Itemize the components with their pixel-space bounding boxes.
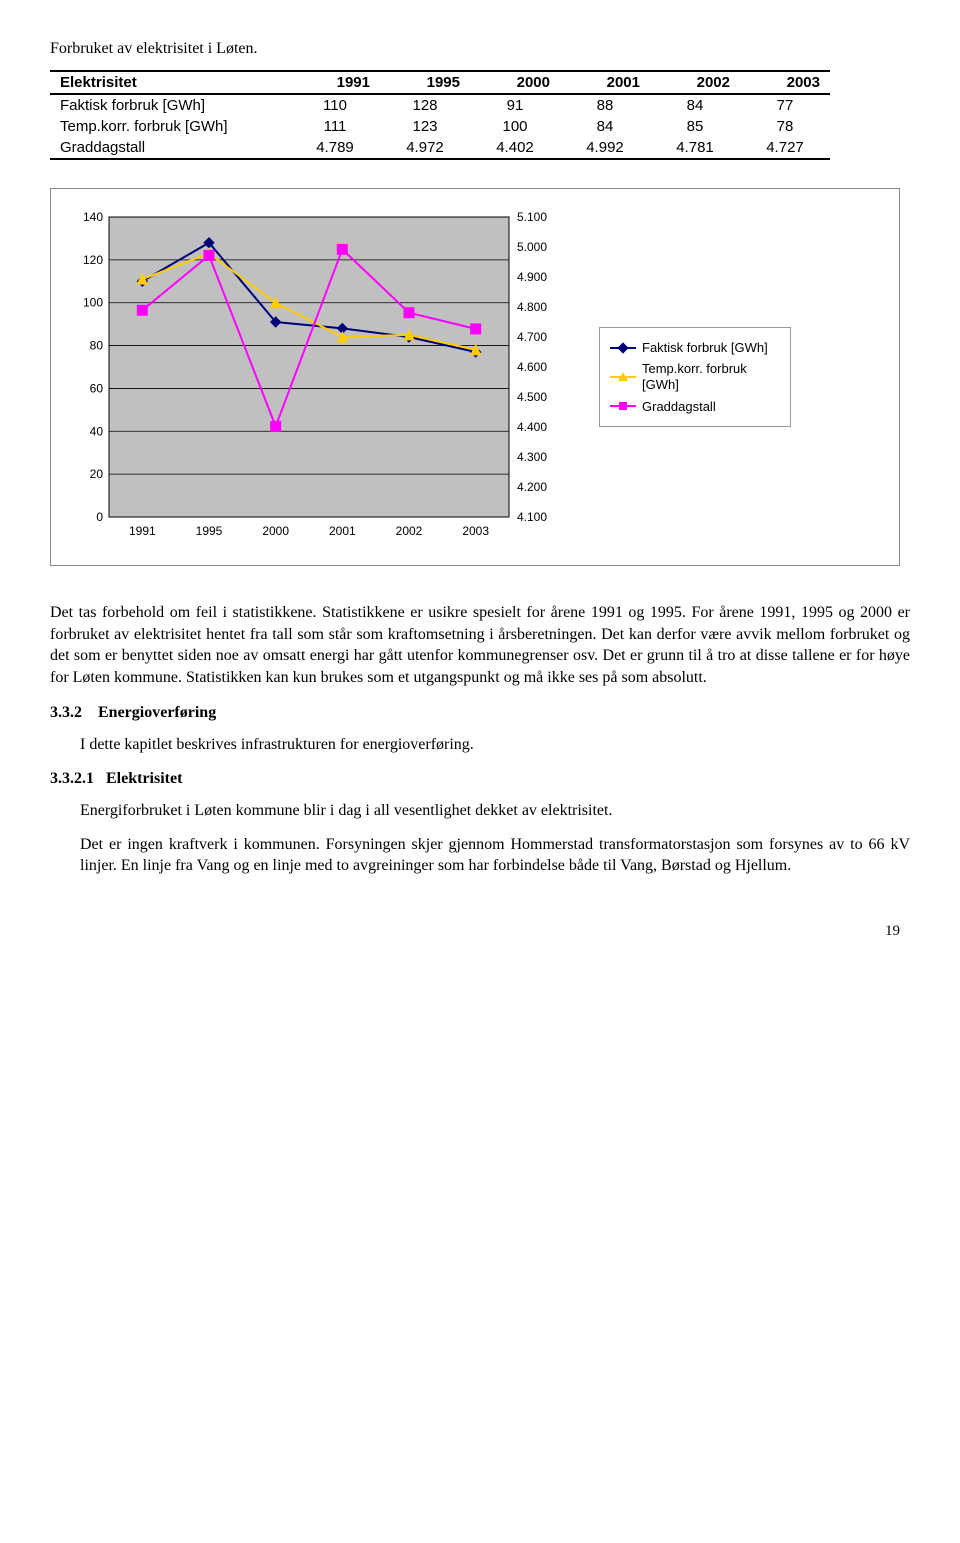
row-label: Faktisk forbruk [GWh] — [50, 94, 290, 116]
svg-text:4.900: 4.900 — [517, 270, 547, 284]
table-year: 2000 — [470, 71, 560, 94]
svg-text:1991: 1991 — [129, 524, 156, 538]
table-year: 1991 — [290, 71, 380, 94]
svg-text:2001: 2001 — [329, 524, 356, 538]
cell: 85 — [650, 116, 740, 137]
subsection-number: 3.3.2.1 — [50, 770, 94, 787]
subsection-heading: 3.3.2.1 Elektrisitet — [50, 770, 910, 788]
page-title: Forbruket av elektrisitet i Løten. — [50, 40, 910, 58]
table-year: 2001 — [560, 71, 650, 94]
svg-text:5.000: 5.000 — [517, 240, 547, 254]
section-title: Energioverføring — [98, 704, 216, 721]
legend-item: Graddagstall — [610, 399, 780, 415]
legend-item: Faktisk forbruk [GWh] — [610, 340, 780, 356]
legend-label: Graddagstall — [642, 399, 716, 415]
cell: 77 — [740, 94, 830, 116]
paragraph: Det er ingen kraftverk i kommunen. Forsy… — [50, 834, 910, 877]
svg-text:2002: 2002 — [396, 524, 423, 538]
svg-text:100: 100 — [83, 296, 103, 310]
cell: 123 — [380, 116, 470, 137]
table-header-label: Elektrisitet — [50, 71, 290, 94]
svg-text:5.100: 5.100 — [517, 210, 547, 224]
line-chart: 0 20 40 60 80 100 120 140 4.100 4.200 4.300 4.400 4.… — [65, 207, 585, 547]
cell: 4.727 — [740, 137, 830, 159]
svg-text:4.100: 4.100 — [517, 510, 547, 524]
page-number: 19 — [50, 923, 910, 940]
legend-label: Faktisk forbruk [GWh] — [642, 340, 768, 356]
paragraph: I dette kapitlet beskrives infrastruktur… — [50, 734, 910, 756]
svg-text:4.600: 4.600 — [517, 360, 547, 374]
table-row: Graddagstall 4.789 4.972 4.402 4.992 4.7… — [50, 137, 830, 159]
table-row: Faktisk forbruk [GWh] 110 128 91 88 84 7… — [50, 94, 830, 116]
table-year: 1995 — [380, 71, 470, 94]
diamond-icon — [610, 342, 636, 354]
svg-text:0: 0 — [96, 510, 103, 524]
legend-item: Temp.korr. forbruk [GWh] — [610, 361, 780, 392]
svg-text:4.400: 4.400 — [517, 420, 547, 434]
svg-text:2000: 2000 — [262, 524, 289, 538]
svg-text:4.700: 4.700 — [517, 330, 547, 344]
cell: 110 — [290, 94, 380, 116]
table-row: Temp.korr. forbruk [GWh] 111 123 100 84 … — [50, 116, 830, 137]
cell: 4.789 — [290, 137, 380, 159]
paragraph: Energiforbruket i Løten kommune blir i d… — [50, 800, 910, 822]
svg-text:20: 20 — [90, 467, 104, 481]
svg-text:4.800: 4.800 — [517, 300, 547, 314]
cell: 100 — [470, 116, 560, 137]
svg-text:2003: 2003 — [462, 524, 489, 538]
cell: 4.781 — [650, 137, 740, 159]
cell: 111 — [290, 116, 380, 137]
row-label: Temp.korr. forbruk [GWh] — [50, 116, 290, 137]
triangle-icon — [610, 371, 636, 383]
legend-label: Temp.korr. forbruk [GWh] — [642, 361, 780, 392]
chart-legend: Faktisk forbruk [GWh] Temp.korr. forbruk… — [599, 327, 791, 427]
cell: 84 — [560, 116, 650, 137]
svg-text:4.300: 4.300 — [517, 450, 547, 464]
svg-text:1995: 1995 — [196, 524, 223, 538]
svg-text:4.500: 4.500 — [517, 390, 547, 404]
svg-text:140: 140 — [83, 210, 103, 224]
cell: 4.992 — [560, 137, 650, 159]
svg-text:60: 60 — [90, 381, 104, 395]
cell: 91 — [470, 94, 560, 116]
section-number: 3.3.2 — [50, 704, 82, 721]
svg-text:4.200: 4.200 — [517, 480, 547, 494]
paragraph: Det tas forbehold om feil i statistikken… — [50, 602, 910, 688]
cell: 84 — [650, 94, 740, 116]
cell: 128 — [380, 94, 470, 116]
svg-text:120: 120 — [83, 253, 103, 267]
cell: 4.402 — [470, 137, 560, 159]
subsection-title: Elektrisitet — [106, 770, 182, 787]
row-label: Graddagstall — [50, 137, 290, 159]
table-year: 2002 — [650, 71, 740, 94]
chart-container: 0 20 40 60 80 100 120 140 4.100 4.200 4.300 4.400 4.… — [50, 188, 900, 566]
square-icon — [610, 400, 636, 412]
svg-text:80: 80 — [90, 339, 104, 353]
table-header-row: Elektrisitet 1991 1995 2000 2001 2002 20… — [50, 71, 830, 94]
cell: 4.972 — [380, 137, 470, 159]
cell: 78 — [740, 116, 830, 137]
data-table: Elektrisitet 1991 1995 2000 2001 2002 20… — [50, 70, 830, 160]
table-year: 2003 — [740, 71, 830, 94]
svg-text:40: 40 — [90, 424, 104, 438]
section-heading: 3.3.2 Energioverføring — [50, 704, 910, 722]
cell: 88 — [560, 94, 650, 116]
